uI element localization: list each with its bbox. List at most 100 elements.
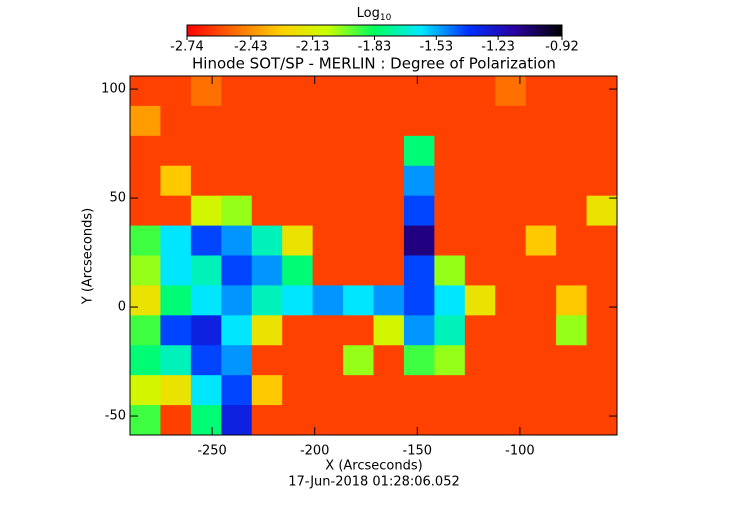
heatmap-cell — [403, 375, 435, 406]
heatmap-cell — [464, 255, 496, 286]
heatmap-cell — [190, 165, 222, 197]
heatmap-cell — [190, 375, 222, 406]
heatmap-cell — [221, 105, 253, 137]
heatmap-cell — [251, 135, 283, 167]
heatmap-cell — [282, 195, 314, 227]
heatmap-cell — [312, 165, 344, 197]
heatmap-cell — [464, 315, 496, 346]
heatmap-cell — [251, 105, 283, 137]
heatmap-cell — [190, 345, 222, 376]
heatmap-cell — [464, 195, 496, 227]
heatmap-cell — [343, 285, 374, 316]
heatmap-cell — [586, 225, 618, 256]
heatmap-cell — [312, 76, 344, 107]
colorbar-tick-label: -1.23 — [481, 40, 515, 55]
heatmap-cell — [373, 375, 405, 406]
y-tick-label: 50 — [109, 191, 126, 206]
heatmap-cell — [251, 195, 283, 227]
heatmap-cell — [282, 405, 314, 436]
heatmap-cell — [403, 195, 435, 227]
heatmap-cell — [282, 105, 314, 137]
heatmap-cell — [343, 255, 374, 286]
heatmap-cell — [251, 76, 283, 107]
y-tick-label: -50 — [105, 409, 126, 424]
heatmap-cell — [130, 255, 161, 286]
colorbar-label-sub: 10 — [380, 13, 392, 23]
heatmap-cell — [556, 285, 588, 316]
heatmap-cell — [586, 375, 618, 406]
heatmap-cell — [160, 225, 192, 256]
y-tick-label: 0 — [118, 300, 126, 315]
colorbar-tick-label: -1.83 — [358, 40, 392, 55]
heatmap-cell — [221, 76, 253, 107]
heatmap-cell — [434, 135, 466, 167]
heatmap-cell — [525, 225, 557, 256]
heatmap-cell — [343, 105, 374, 137]
heatmap-cell — [312, 405, 344, 436]
heatmap-cell — [434, 195, 466, 227]
heatmap-cell — [282, 135, 314, 167]
heatmap-cell — [556, 135, 588, 167]
heatmap-cell — [556, 255, 588, 286]
heatmap-cell — [373, 76, 405, 107]
heatmap-cell — [495, 285, 527, 316]
heatmap-cell — [282, 225, 314, 256]
heatmap-cell — [343, 225, 374, 256]
heatmap-cell — [251, 285, 283, 316]
heatmap-cell — [190, 255, 222, 286]
heatmap-cell — [221, 375, 253, 406]
heatmap-cell — [495, 135, 527, 167]
heatmap-cell — [282, 285, 314, 316]
heatmap-cell — [221, 135, 253, 167]
heatmap-cell — [160, 375, 192, 406]
heatmap-cell — [556, 315, 588, 346]
heatmap-cell — [556, 375, 588, 406]
heatmap-cell — [495, 195, 527, 227]
heatmap-cell — [221, 195, 253, 227]
heatmap-cell — [160, 255, 192, 286]
heatmap-cell — [525, 195, 557, 227]
heatmap-cell — [586, 315, 618, 346]
heatmap-cell — [586, 195, 618, 227]
heatmap-cell — [464, 76, 496, 107]
heatmap-cell — [130, 135, 161, 167]
heatmap-cell — [373, 255, 405, 286]
heatmap-cell — [130, 195, 161, 227]
heatmap-cell — [343, 315, 374, 346]
heatmap-cell — [160, 345, 192, 376]
heatmap-cell — [586, 255, 618, 286]
heatmap-cell — [343, 165, 374, 197]
heatmap-cell — [556, 165, 588, 197]
heatmap-cell — [312, 345, 344, 376]
heatmap-cell — [221, 165, 253, 197]
heatmap-cell — [434, 315, 466, 346]
heatmap-cell — [434, 285, 466, 316]
x-tick-label: -200 — [300, 444, 330, 459]
heatmap-cell — [221, 285, 253, 316]
heatmap-cell — [434, 76, 466, 107]
heatmap-cell — [160, 285, 192, 316]
x-axis-label: X (Arcseconds) — [325, 459, 422, 474]
heatmap-cell — [343, 195, 374, 227]
heatmap-cell — [343, 375, 374, 406]
plot-frame — [129, 75, 618, 436]
heatmap-cell — [373, 285, 405, 316]
heatmap-cell — [160, 405, 192, 436]
heatmap-cell — [373, 165, 405, 197]
heatmap-cell — [556, 105, 588, 137]
heatmap-cell — [190, 76, 222, 107]
heatmap-cell — [373, 315, 405, 346]
heatmap-cell — [221, 345, 253, 376]
heatmap-cell — [525, 315, 557, 346]
heatmap-cell — [160, 105, 192, 137]
heatmap-cell — [190, 405, 222, 436]
heatmap-cell — [495, 255, 527, 286]
heatmap-cell — [495, 225, 527, 256]
heatmap-cell — [343, 345, 374, 376]
x-tick-label: -250 — [197, 444, 227, 459]
heatmap-cell — [312, 105, 344, 137]
heatmap-cell — [251, 225, 283, 256]
heatmap-cell — [282, 345, 314, 376]
heatmap-cell — [221, 405, 253, 436]
